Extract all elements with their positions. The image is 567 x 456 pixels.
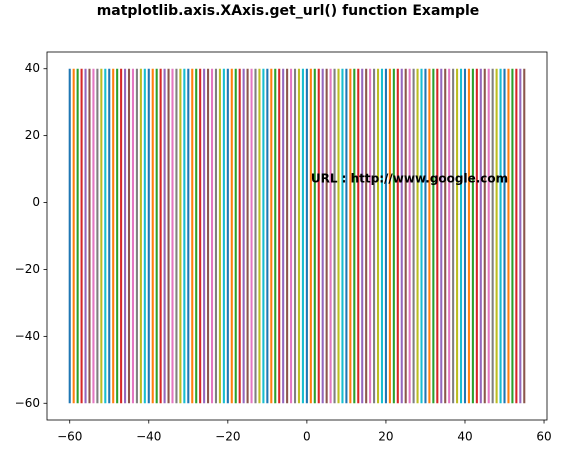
- x-tick-label: −60: [57, 430, 82, 444]
- y-tick-label: 20: [25, 128, 40, 142]
- x-tick-label: −20: [215, 430, 240, 444]
- annotation: URL : http://www.google.com: [311, 172, 508, 186]
- y-tick-label: 40: [25, 61, 40, 75]
- x-tick-label: 0: [303, 430, 311, 444]
- x-tick-label: 40: [457, 430, 472, 444]
- y-tick-label: 0: [32, 195, 40, 209]
- x-tick-label: 60: [536, 430, 551, 444]
- y-tick-label: −60: [15, 396, 40, 410]
- chart-title: matplotlib.axis.XAxis.get_url() function…: [97, 3, 480, 19]
- x-tick-label: 20: [378, 430, 393, 444]
- axes-frame: [46, 51, 548, 421]
- y-tick-label: −20: [15, 262, 40, 276]
- y-tick-label: −40: [15, 329, 40, 343]
- x-tick-label: −40: [136, 430, 161, 444]
